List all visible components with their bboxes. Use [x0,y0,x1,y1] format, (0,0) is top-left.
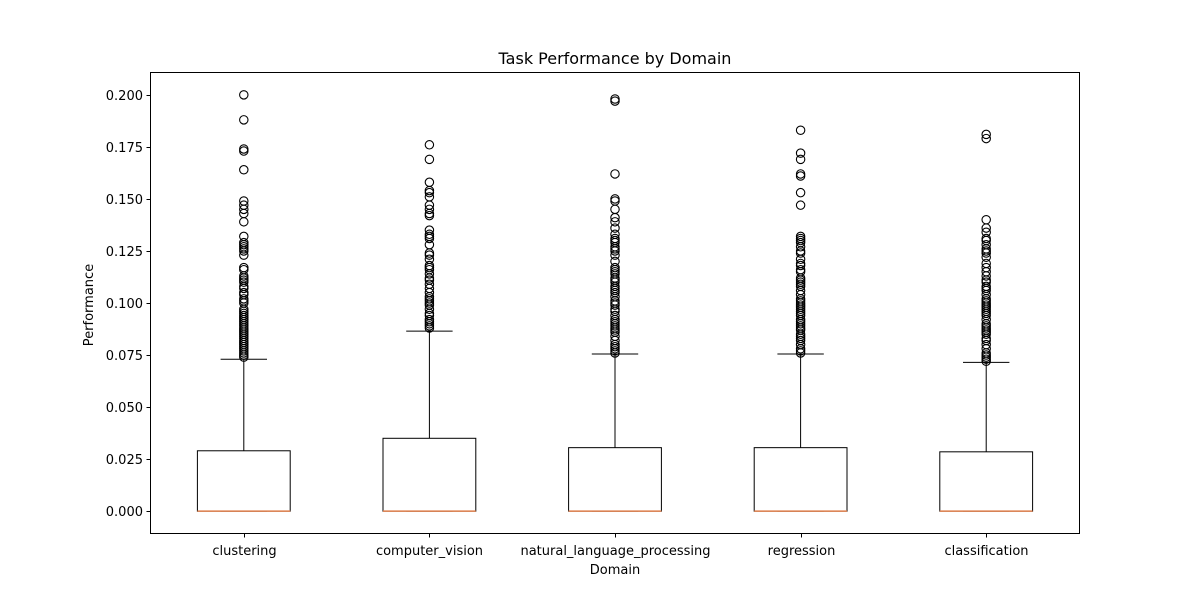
outlier-point [610,94,620,104]
iqr-box [196,450,291,512]
outlier-point [610,96,620,106]
outlier-point [239,237,249,248]
y-tick-label: 0.000 [106,505,143,520]
outlier-point [424,154,435,165]
outlier-point [981,214,991,225]
outlier-point [610,169,620,179]
box-clustering [196,90,291,512]
y-tick-label: 0.100 [106,297,143,312]
box-natural_language_processing [568,94,662,512]
outlier-point [239,264,249,275]
outlier-point [424,185,435,196]
iqr-box [382,437,477,512]
y-axis: 0.000 0.025 0.050 0.075 0.100 0.125 0.150 0.175… [106,89,151,520]
y-tick-label: 0.150 [106,193,143,208]
iqr-box [568,447,662,512]
outlier-point [795,187,806,198]
y-tick-label: 0.125 [106,245,143,260]
outlier-point [424,254,435,265]
chart-title: Task Performance by Domain [498,49,732,68]
y-tick-label: 0.025 [106,453,143,468]
outlier-point [795,169,806,179]
y-tick-label: 0.075 [106,349,143,364]
outlier-point [610,217,620,227]
outlier-point [239,90,249,100]
outlier-point [795,171,806,181]
x-tick-label: clustering [212,544,276,559]
outlier-point [610,223,620,233]
outlier-point [981,262,991,273]
outlier-point [795,264,806,275]
outlier-point [610,262,620,273]
outlier-point [239,115,249,125]
x-tick-label: natural_language_processing [520,544,710,559]
outlier-point [424,192,435,202]
outlier-point [610,196,620,206]
outlier-point [239,287,249,298]
outlier-point [424,260,435,271]
outlier-point [795,148,806,158]
outlier-point [239,294,249,304]
outlier-point [239,217,249,227]
outlier-point [239,231,249,242]
outlier-point [981,233,991,244]
outlier-point [610,310,620,321]
box-regression [753,125,848,512]
x-tick-label: classification [944,544,1028,559]
plot-area-frame [150,72,1080,534]
y-tick-label: 0.175 [106,141,143,156]
y-tick-label: 0.050 [106,401,143,416]
outlier-point [795,154,806,165]
outlier-point [239,165,249,175]
box-computer_vision [382,140,477,512]
outlier-point [424,248,435,258]
outlier-point [239,144,249,154]
outlier-point [424,262,435,273]
outlier-point [424,225,435,235]
outlier-point [795,125,806,135]
outlier-point [424,229,435,240]
outlier-point [239,262,249,273]
y-axis-label: Performance [82,264,97,346]
outlier-point [610,229,620,240]
outlier-point [610,233,620,244]
outlier-point [239,200,249,210]
outlier-point [795,258,806,269]
outlier-point [795,231,806,242]
outlier-point [424,204,435,215]
outlier-point [610,256,620,267]
outlier-point [981,258,991,269]
outlier-point [981,281,991,292]
outlier-point [424,177,435,188]
x-axis: clustering computer_vision natural_languag… [212,533,1029,559]
outlier-point [981,227,991,237]
box-series [196,90,1034,512]
outlier-point [981,239,991,250]
outlier-point [610,194,620,204]
outlier-point [424,314,435,325]
x-axis-label: Domain [590,563,640,578]
outlier-point [239,196,249,206]
outlier-point [981,133,991,144]
outlier-point [239,146,249,156]
outlier-point [795,200,806,210]
outlier-point [981,129,991,140]
outlier-point [424,279,435,290]
x-tick-label: regression [768,544,836,559]
iqr-box [939,451,1034,512]
outlier-point [610,204,620,215]
x-tick-label: computer_vision [376,544,483,559]
outlier-point [981,339,991,350]
y-tick-label: 0.200 [106,89,143,104]
iqr-box [753,447,848,512]
box-classification [939,129,1034,512]
outlier-point [424,140,435,150]
